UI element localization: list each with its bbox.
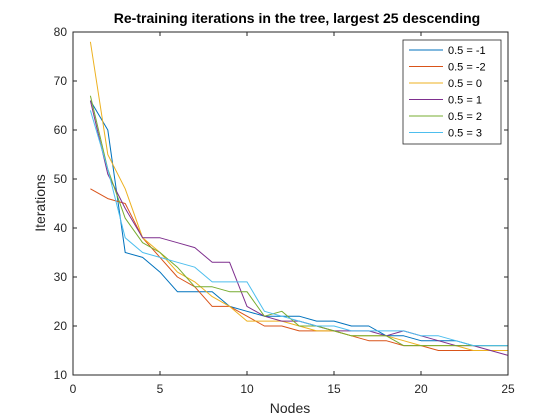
y-tick-label: 80 xyxy=(54,25,68,39)
y-axis-label: Iterations xyxy=(32,174,48,232)
legend-label: 0.5 = 0 xyxy=(448,78,482,90)
chart-title: Re-training iterations in the tree, larg… xyxy=(114,10,480,26)
series-line-6 xyxy=(89,110,508,347)
y-tick-label: 20 xyxy=(54,319,68,333)
legend-box xyxy=(402,39,502,145)
x-tick-label: 15 xyxy=(327,382,341,396)
y-tick-label: 30 xyxy=(54,270,68,284)
y-tick-label: 40 xyxy=(54,221,68,235)
y-tick-label: 50 xyxy=(54,172,68,186)
legend-label: 0.5 = 2 xyxy=(448,111,482,123)
y-tick-label: 10 xyxy=(54,368,68,382)
x-tick-label: 25 xyxy=(501,382,515,396)
legend: 0.5 = -1 0.5 = -2 0.5 = 0 0.5 = 1 0.5 = 2 0.5… xyxy=(402,39,502,145)
y-axis-ticks: 10 20 30 40 50 60 70 80 xyxy=(54,25,508,382)
legend-label: 0.5 = 3 xyxy=(448,128,482,140)
x-tick-label: 20 xyxy=(414,382,428,396)
plot-frame xyxy=(72,31,509,376)
x-tick-label: 0 xyxy=(70,382,77,396)
x-tick-label: 10 xyxy=(240,382,254,396)
x-tick-label: 5 xyxy=(157,382,164,396)
series-layer xyxy=(89,41,509,356)
legend-label: 0.5 = -2 xyxy=(448,62,486,74)
y-tick-label: 70 xyxy=(54,74,68,88)
legend-label: 0.5 = 1 xyxy=(448,95,482,107)
legend-label: 0.5 = -1 xyxy=(448,45,486,57)
x-axis-ticks: 0 5 10 15 20 25 xyxy=(70,32,515,396)
y-tick-label: 60 xyxy=(54,123,68,137)
series-line-5 xyxy=(89,95,508,347)
x-axis-label: Nodes xyxy=(270,400,310,416)
